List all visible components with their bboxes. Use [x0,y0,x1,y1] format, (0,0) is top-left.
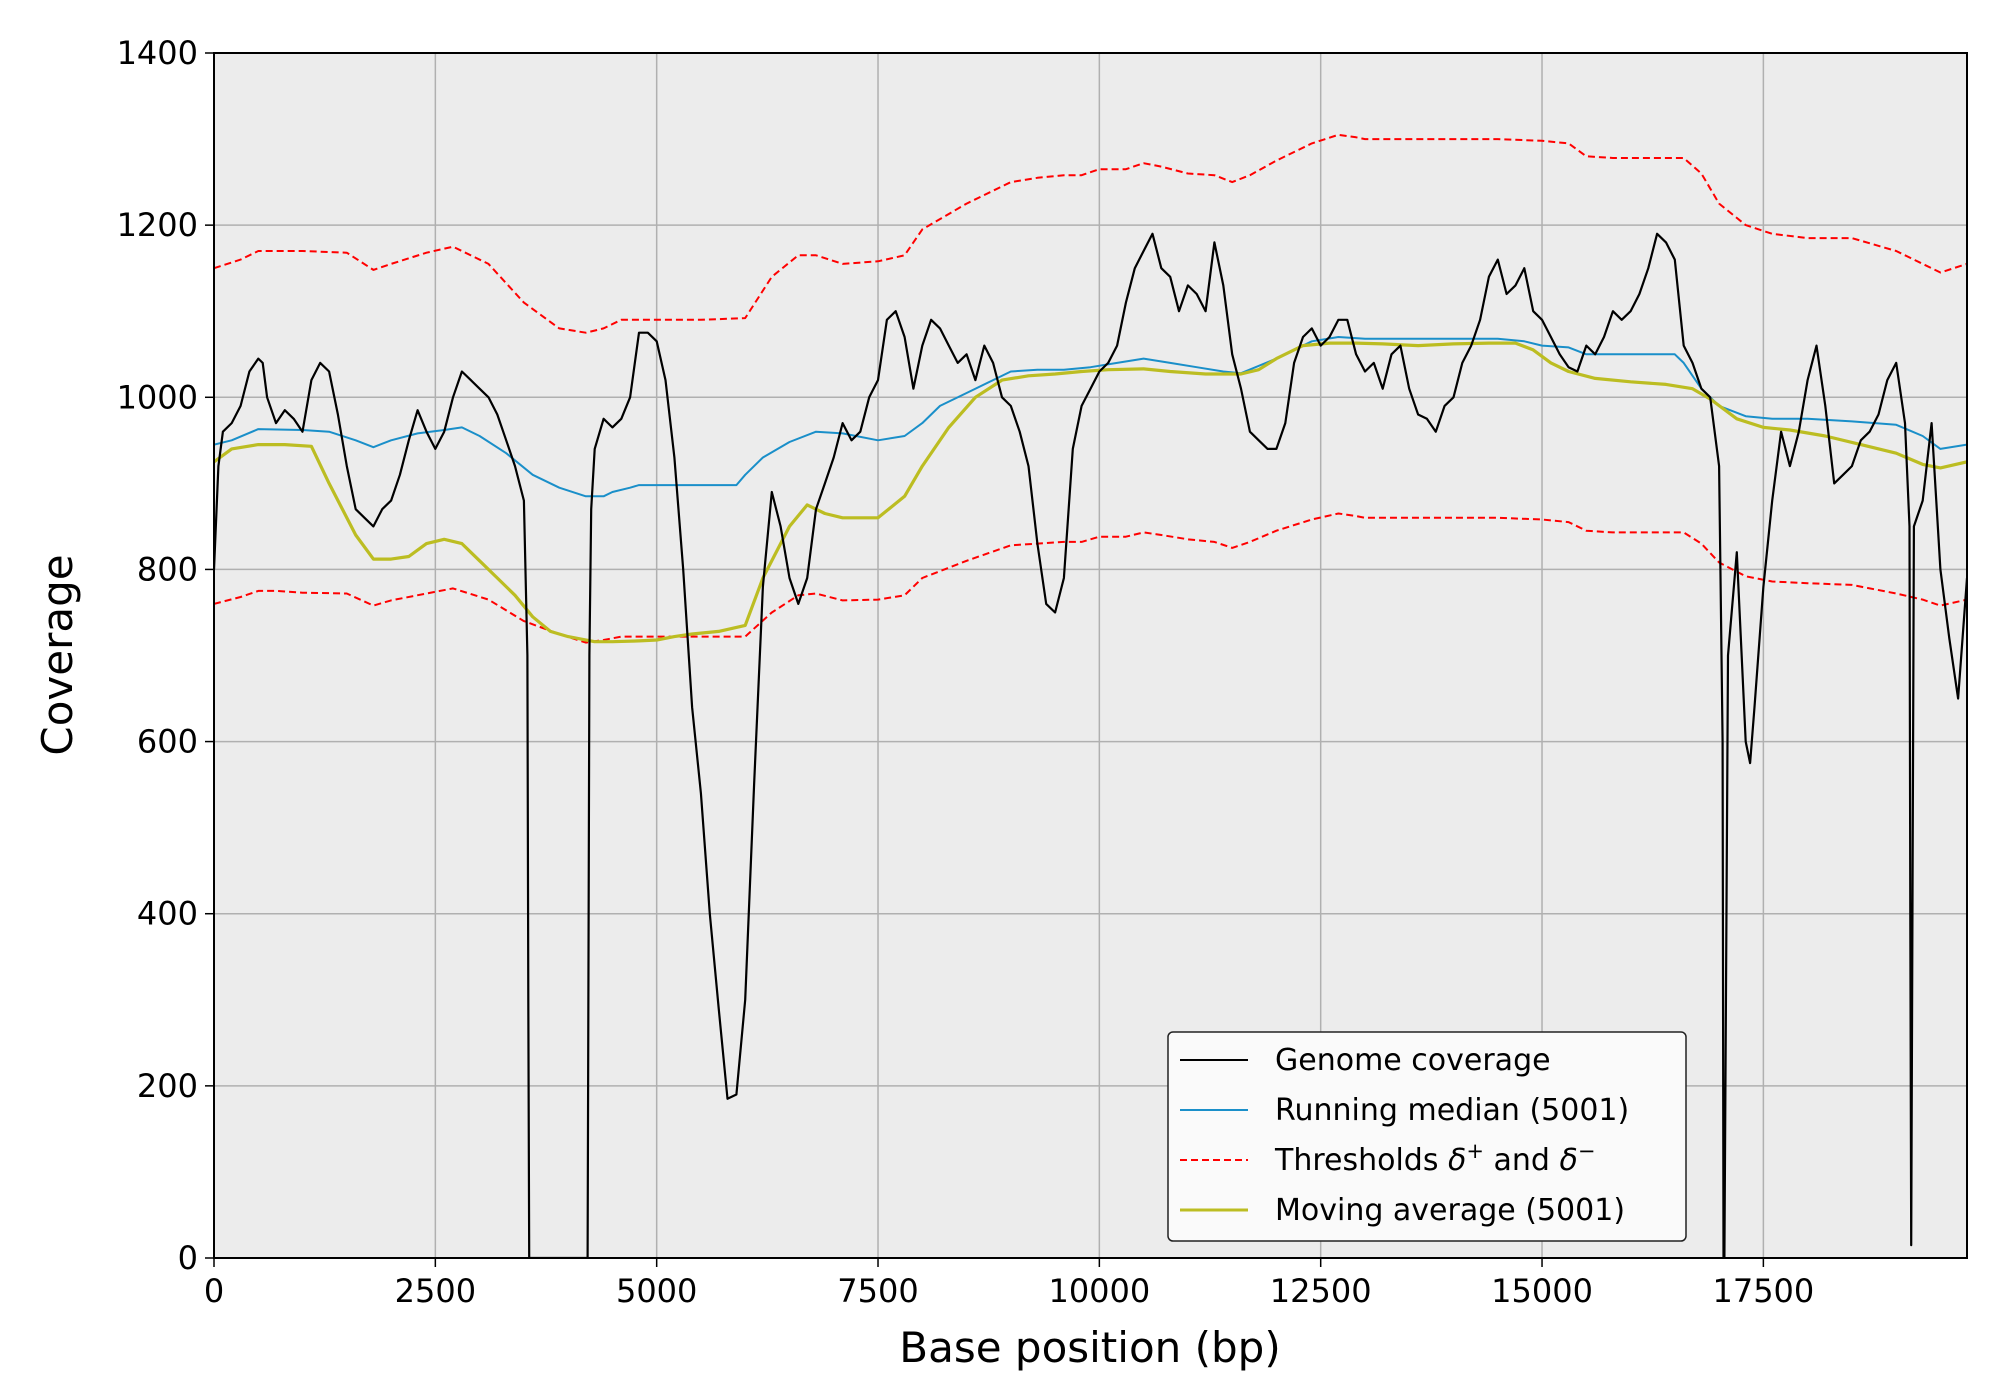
series-running-median [214,336,1967,498]
y-tick-label: 1200 [117,206,198,244]
y-tick-label: 800 [137,550,198,588]
legend: Genome coverage Running median (5001) Th… [1167,1031,1687,1242]
axis-ticks: 0 2500 5000 7500 10000 12500 15000 17500 0 200 400… [117,34,1815,1310]
plot-frame [213,52,1968,1259]
y-tick-label: 400 [137,895,198,933]
legend-box [1167,1031,1687,1242]
y-tick-label: 200 [137,1067,198,1105]
x-tick-label: 7500 [837,1272,918,1310]
plot-background [214,53,1967,1258]
legend-label-median: Running median (5001) [1275,1093,1629,1128]
y-tick-label: 1400 [117,34,198,72]
series-threshold-lower [214,512,1967,644]
x-tick-label: 15000 [1491,1272,1593,1310]
series-genome-coverage [214,232,1967,1258]
x-tick-label: 5000 [616,1272,697,1310]
x-tick-label: 17500 [1712,1272,1814,1310]
legend-label-genome: Genome coverage [1275,1043,1551,1078]
x-tick-label: 0 [204,1272,224,1310]
grid-lines [213,52,1967,1259]
x-tick-label: 2500 [395,1272,476,1310]
y-tick-label: 0 [178,1239,198,1277]
legend-label-moving: Moving average (5001) [1275,1193,1625,1228]
series-moving-average [214,341,1967,644]
y-tick-label: 1000 [117,378,198,416]
x-tick-label: 10000 [1048,1272,1150,1310]
series-layer [214,133,1967,1258]
series-threshold-upper [214,133,1967,334]
y-tick-label: 600 [137,723,198,761]
x-axis-title: Base position (bp) [899,1323,1280,1372]
legend-label-thresholds: Thresholds δ+ and δ− [1274,1139,1595,1178]
y-axis-title: Coverage [33,554,82,755]
x-tick-label: 12500 [1270,1272,1372,1310]
